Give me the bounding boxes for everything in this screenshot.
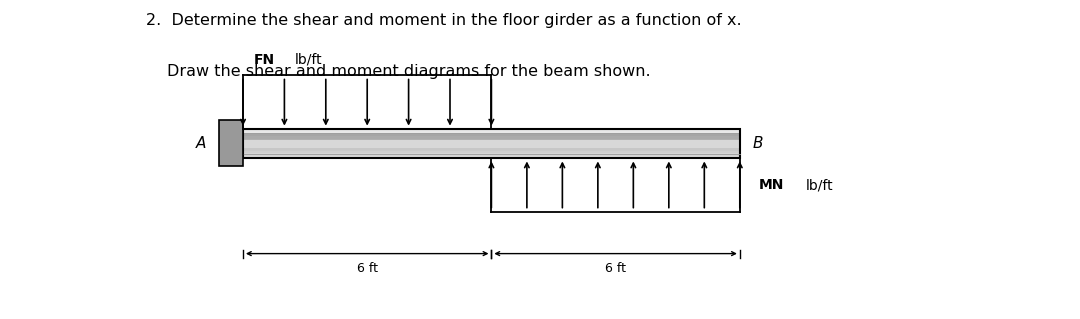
Bar (243, 129, 740, 132)
Bar (243, 132, 740, 134)
Text: MN: MN (759, 178, 784, 192)
Bar (219, 120, 243, 166)
Text: B: B (753, 136, 764, 151)
Bar (243, 148, 740, 151)
Bar (243, 153, 740, 156)
Bar (243, 144, 740, 146)
Bar (243, 137, 740, 139)
Text: 6 ft: 6 ft (605, 262, 626, 275)
Text: A: A (195, 136, 206, 151)
Text: lb/ft: lb/ft (806, 178, 834, 192)
Bar (243, 156, 740, 158)
Bar (243, 141, 740, 144)
Bar (243, 140, 740, 148)
Text: 2.  Determine the shear and moment in the floor girder as a function of x.: 2. Determine the shear and moment in the… (146, 13, 742, 28)
Text: lb/ft: lb/ft (295, 53, 323, 67)
Bar (243, 134, 740, 137)
Bar (243, 129, 740, 158)
Bar (243, 146, 740, 148)
Text: 6 ft: 6 ft (356, 262, 378, 275)
Text: Draw the shear and moment diagrams for the beam shown.: Draw the shear and moment diagrams for t… (167, 64, 651, 79)
Bar (243, 151, 740, 153)
Bar (243, 129, 740, 133)
Bar (243, 139, 740, 141)
Text: FN: FN (254, 53, 275, 67)
